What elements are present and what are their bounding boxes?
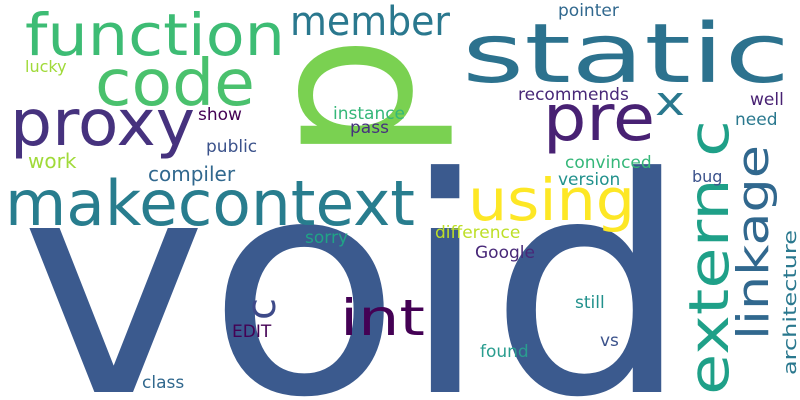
word: still [575, 293, 605, 313]
word: work [28, 149, 77, 173]
word: EDIT [232, 322, 272, 342]
word: void [20, 114, 690, 400]
word: instance [333, 104, 405, 124]
word: linkage [728, 145, 779, 340]
word: makecontext [5, 167, 415, 240]
word: found [480, 342, 529, 362]
word: recommends [518, 85, 629, 105]
word: extern c [677, 120, 741, 395]
word: pointer [558, 1, 619, 21]
word: version [558, 170, 620, 190]
word: public [206, 137, 257, 157]
word: static [462, 7, 790, 102]
word: int [340, 289, 425, 347]
word: member [290, 0, 451, 45]
word: pass [350, 118, 389, 138]
word: difference [435, 223, 520, 243]
word: lucky [25, 57, 67, 76]
word: show [198, 105, 242, 125]
word: function [25, 1, 285, 69]
word: pre [543, 82, 655, 156]
word: sorry [305, 228, 348, 248]
word: Google [475, 243, 535, 263]
word: need [735, 110, 777, 130]
word: class [142, 373, 184, 393]
word: x [655, 79, 685, 125]
word: proxy [10, 87, 195, 161]
word: p [225, 35, 458, 162]
word: well [750, 90, 784, 110]
word: bug [692, 167, 722, 186]
word: architecture [780, 230, 800, 375]
word: code [95, 47, 255, 121]
word: using [468, 166, 635, 234]
word: convinced [565, 153, 652, 173]
word: vs [600, 331, 619, 351]
word: compiler [148, 162, 236, 186]
word: c [239, 298, 285, 320]
